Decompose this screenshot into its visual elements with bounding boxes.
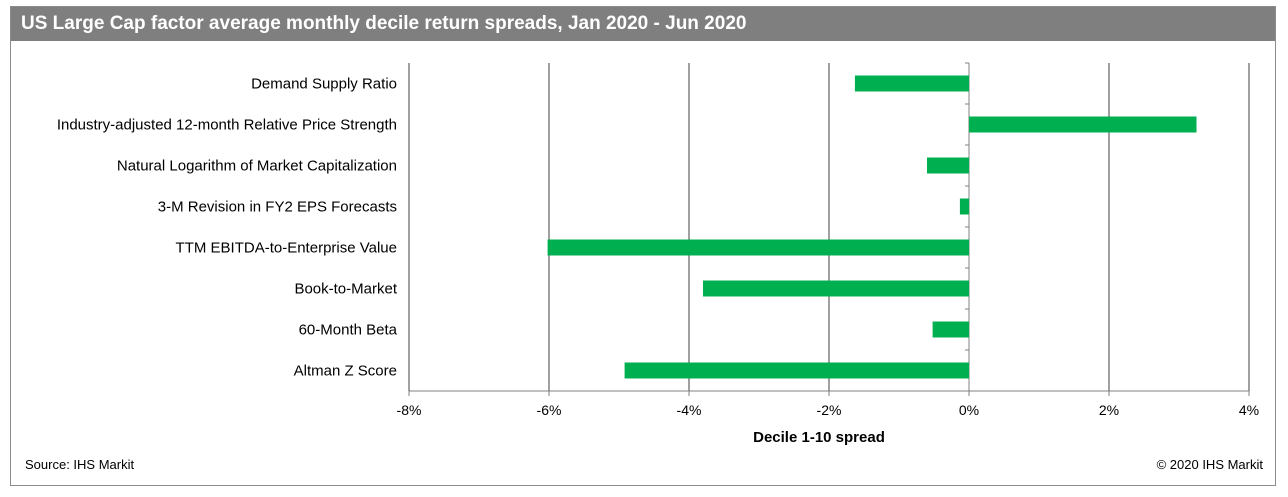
bar-4: [547, 239, 969, 256]
bar-1: [969, 116, 1197, 133]
bar-3: [959, 198, 969, 215]
bar-6: [932, 321, 969, 338]
bar-7: [624, 362, 969, 379]
bar-chart: -8% -6% -4% -2% 0% 2% 4% Demand Supply Ratio Ind…: [57, 62, 1259, 446]
bar-0: [854, 75, 969, 92]
category-label: 3-M Revision in FY2 EPS Forecasts: [158, 199, 397, 216]
x-tick-label: -4%: [677, 402, 702, 418]
category-label: TTM EBITDA-to-Enterprise Value: [176, 240, 397, 257]
x-tick-label: 4%: [1239, 402, 1259, 418]
x-tick-label: 0%: [959, 402, 979, 418]
category-label: 60-Month Beta: [299, 322, 398, 339]
x-axis-title: Decile 1-10 spread: [753, 429, 885, 446]
x-tick-label: -6%: [537, 402, 562, 418]
category-label: Altman Z Score: [294, 363, 397, 380]
category-label: Demand Supply Ratio: [251, 76, 397, 93]
copyright-note: © 2020 IHS Markit: [1156, 457, 1263, 472]
x-tick-label: -8%: [397, 402, 422, 418]
chart-frame: US Large Cap factor average monthly deci…: [10, 6, 1276, 486]
title-bar: US Large Cap factor average monthly deci…: [11, 7, 1275, 41]
bar-5: [703, 280, 969, 297]
x-tick-label: -2%: [817, 402, 842, 418]
chart-title: US Large Cap factor average monthly deci…: [21, 13, 747, 34]
category-label: Industry-adjusted 12-month Relative Pric…: [57, 117, 397, 134]
bar-2: [927, 157, 969, 174]
x-tick-label: 2%: [1099, 402, 1119, 418]
category-label: Book-to-Market: [294, 281, 397, 298]
category-label: Natural Logarithm of Market Capitalizati…: [117, 158, 397, 175]
source-note: Source: IHS Markit: [25, 457, 135, 472]
